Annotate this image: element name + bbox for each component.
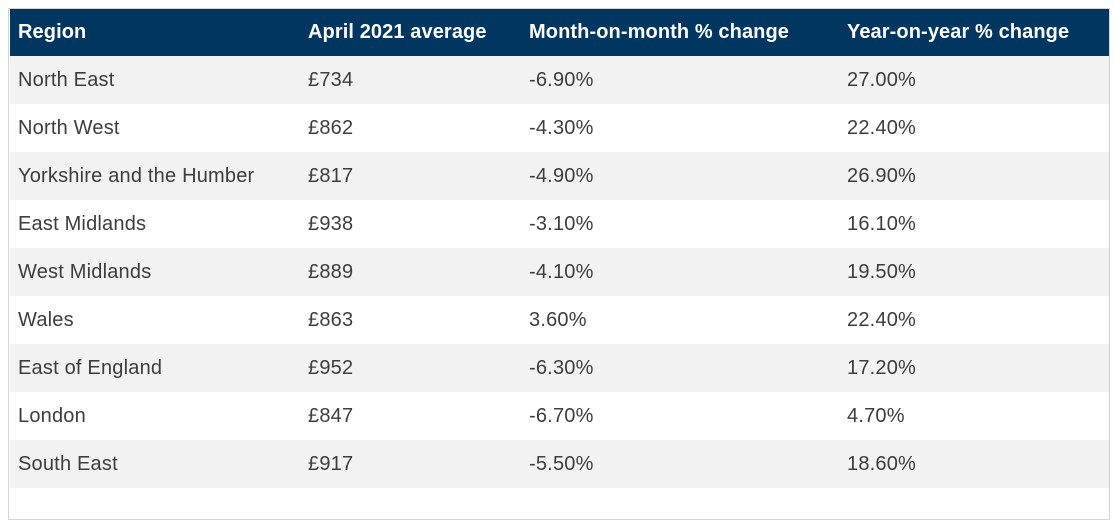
header-region: Region bbox=[18, 21, 87, 43]
mom-change-cell: -3.10% bbox=[529, 212, 594, 235]
mom-change-cell: -6.90% bbox=[529, 68, 594, 91]
mom-change-cell: -6.30% bbox=[529, 356, 594, 379]
table-row: Wales £863 3.60% 22.40% bbox=[10, 296, 1109, 344]
region-cell: North West bbox=[18, 116, 120, 139]
yoy-change-cell: 22.40% bbox=[847, 116, 917, 139]
average-cell: £889 bbox=[308, 260, 354, 283]
yoy-change-cell: 26.90% bbox=[847, 164, 917, 187]
region-cell: Wales bbox=[18, 308, 74, 331]
region-cell: London bbox=[18, 404, 86, 427]
average-cell: £917 bbox=[308, 452, 354, 475]
region-cell: Yorkshire and the Humber bbox=[18, 164, 255, 187]
average-cell: £863 bbox=[308, 308, 354, 331]
region-cell: West Midlands bbox=[18, 260, 152, 283]
mom-change-cell: -4.90% bbox=[529, 164, 594, 187]
yoy-change-cell: 17.20% bbox=[847, 356, 917, 379]
table-row: West Midlands £889 -4.10% 19.50% bbox=[10, 248, 1109, 296]
average-cell: £817 bbox=[308, 164, 354, 187]
table-row: North West £862 -4.30% 22.40% bbox=[10, 104, 1109, 152]
yoy-change-cell: 27.00% bbox=[847, 68, 917, 91]
table-header: Region April 2021 average Month-on-month… bbox=[10, 9, 1109, 56]
table-container: Region April 2021 average Month-on-month… bbox=[8, 8, 1110, 520]
mom-change-cell: -4.10% bbox=[529, 260, 594, 283]
region-cell: South East bbox=[18, 452, 118, 475]
table-row: Yorkshire and the Humber £817 -4.90% 26.… bbox=[10, 152, 1109, 200]
table-body: North East £734 -6.90% 27.00% North West… bbox=[10, 56, 1109, 488]
table-row: South East £917 -5.50% 18.60% bbox=[10, 440, 1109, 488]
mom-change-cell: 3.60% bbox=[529, 308, 587, 331]
average-cell: £862 bbox=[308, 116, 354, 139]
yoy-change-cell: 18.60% bbox=[847, 452, 917, 475]
rent-by-region-table: Region April 2021 average Month-on-month… bbox=[10, 9, 1109, 488]
table-row: North East £734 -6.90% 27.00% bbox=[10, 56, 1109, 104]
mom-change-cell: -4.30% bbox=[529, 116, 594, 139]
average-cell: £847 bbox=[308, 404, 354, 427]
header-april-average: April 2021 average bbox=[308, 21, 487, 43]
yoy-change-cell: 22.40% bbox=[847, 308, 917, 331]
table-row: London £847 -6.70% 4.70% bbox=[10, 392, 1109, 440]
header-month-on-month: Month-on-month % change bbox=[529, 21, 790, 43]
yoy-change-cell: 19.50% bbox=[847, 260, 917, 283]
header-row: Region April 2021 average Month-on-month… bbox=[10, 9, 1109, 56]
region-cell: East of England bbox=[18, 356, 163, 379]
region-cell: North East bbox=[18, 68, 115, 91]
region-cell: East Midlands bbox=[18, 212, 147, 235]
mom-change-cell: -6.70% bbox=[529, 404, 594, 427]
average-cell: £938 bbox=[308, 212, 354, 235]
yoy-change-cell: 4.70% bbox=[847, 404, 905, 427]
table-row: East of England £952 -6.30% 17.20% bbox=[10, 344, 1109, 392]
average-cell: £952 bbox=[308, 356, 354, 379]
yoy-change-cell: 16.10% bbox=[847, 212, 917, 235]
mom-change-cell: -5.50% bbox=[529, 452, 594, 475]
header-year-on-year: Year-on-year % change bbox=[847, 21, 1070, 43]
table-row: East Midlands £938 -3.10% 16.10% bbox=[10, 200, 1109, 248]
average-cell: £734 bbox=[308, 68, 354, 91]
